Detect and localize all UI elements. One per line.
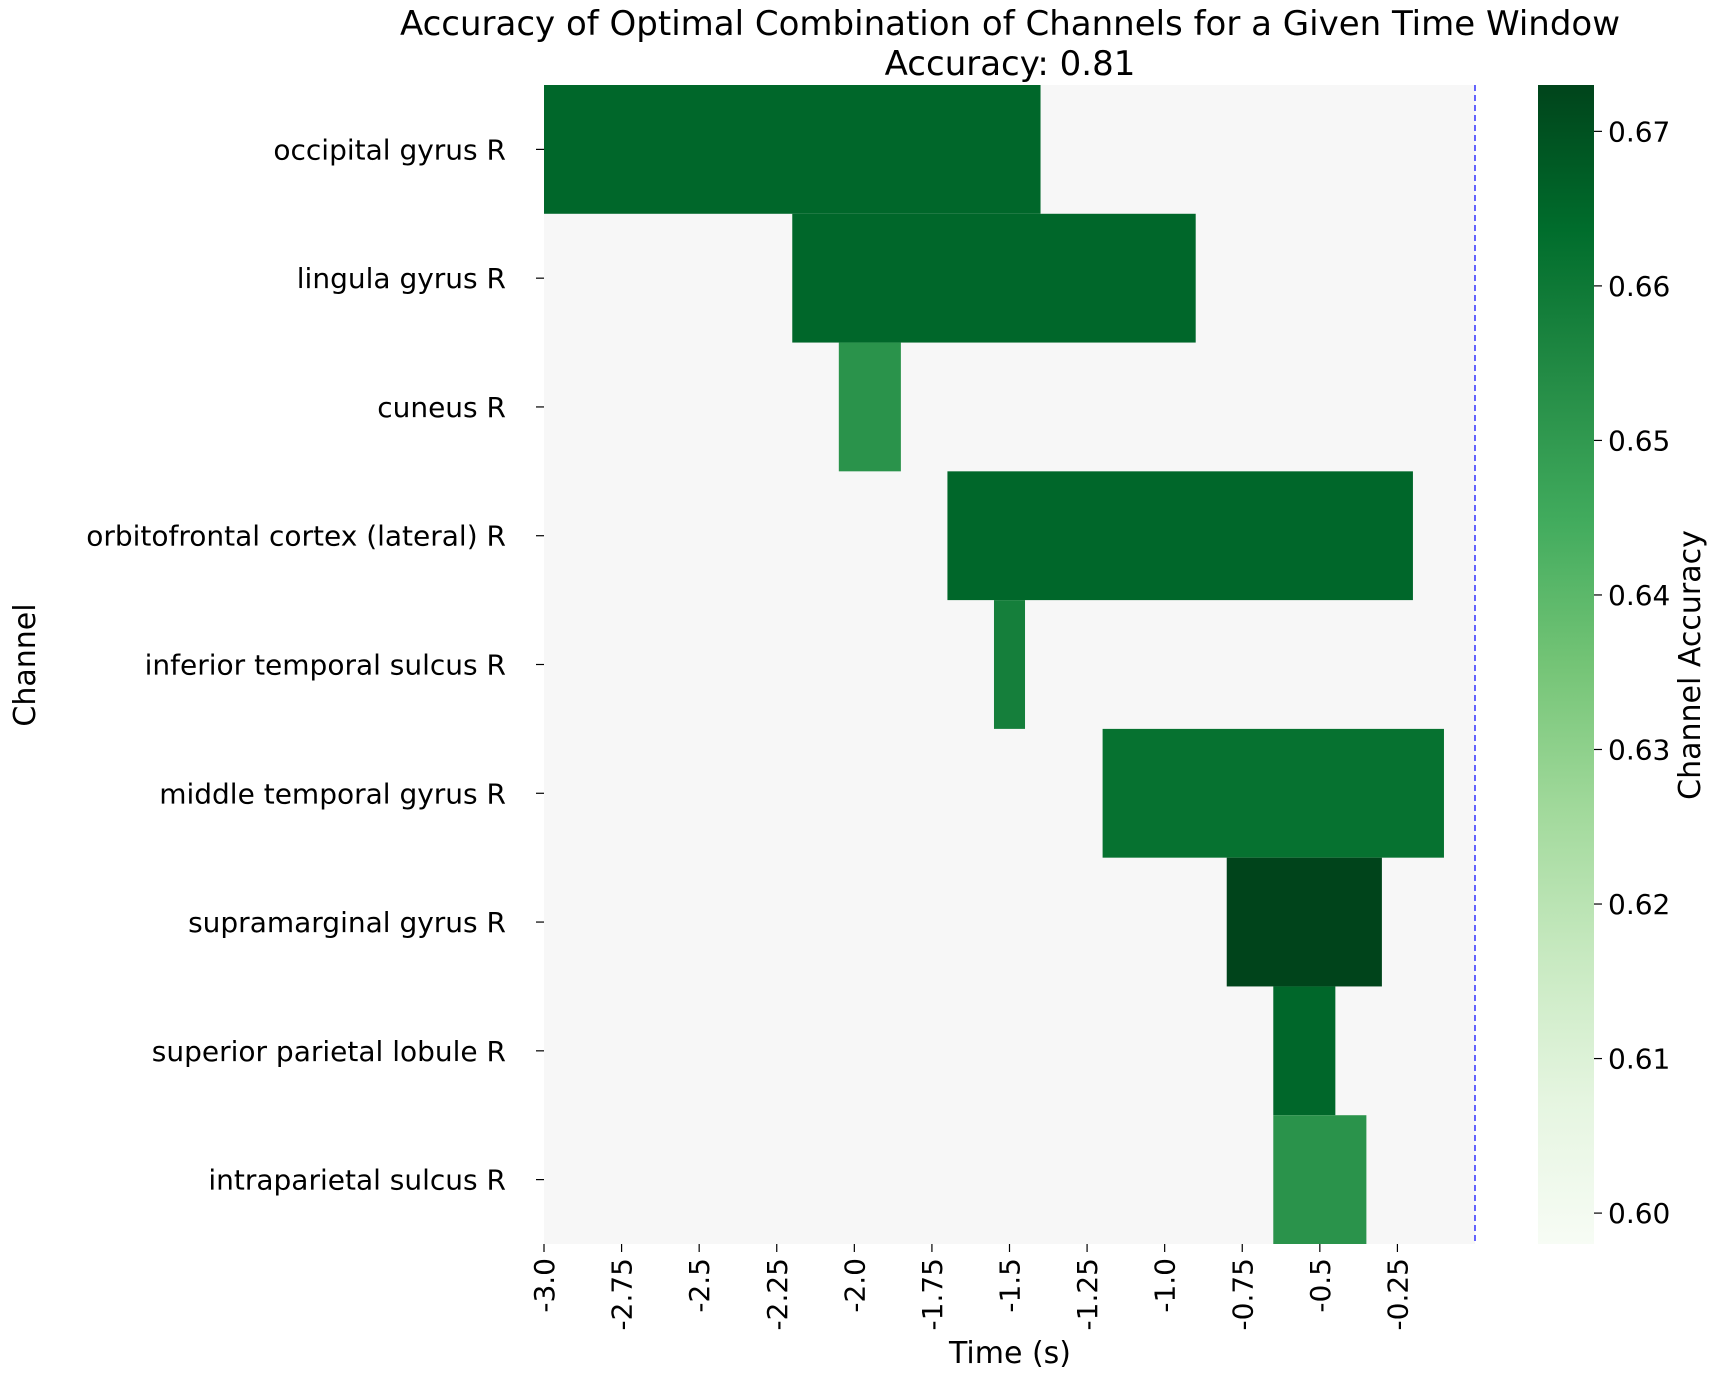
x-tick-label: -2.5 [683, 1258, 716, 1313]
x-tick-label: -1.0 [1149, 1258, 1182, 1313]
colorbar-ticks: 0.60 0.61 0.62 0.63 0.64 0.65 0.66 0.67 [1594, 115, 1670, 1230]
y-tick-label: superior parietal lobule R [152, 1035, 506, 1068]
colorbar-tick-label: 0.62 [1608, 888, 1670, 921]
colorbar-label: Channel Accuracy [1673, 530, 1708, 800]
colorbar-tick-label: 0.63 [1608, 733, 1670, 766]
x-tick-label: -3.0 [528, 1258, 561, 1313]
heatmap-cells [544, 85, 1444, 1244]
heatmap-cell [993, 600, 1026, 729]
x-tick-label: -0.5 [1304, 1258, 1337, 1313]
colorbar-tick-label: 0.60 [1608, 1197, 1670, 1230]
y-tick-label: occipital gyrus R [273, 133, 506, 166]
x-axis-ticks: -3.0 -2.75 -2.5 -2.25 -2.0 -1.75 -1.5 -1.25 -1.0… [528, 1244, 1414, 1330]
y-tick-label: middle temporal gyrus R [159, 777, 506, 810]
x-tick-label: -0.25 [1381, 1258, 1414, 1330]
x-tick-label: -0.75 [1226, 1258, 1259, 1330]
x-axis-label: Time (s) [948, 1336, 1071, 1371]
heatmap-cell [947, 471, 1413, 601]
heatmap-cell [792, 213, 1196, 343]
x-tick-label: -1.5 [994, 1258, 1027, 1313]
chart-title: Accuracy of Optimal Combination of Chann… [400, 4, 1620, 44]
y-tick-label: supramarginal gyrus R [188, 906, 506, 939]
heatmap-cell [1102, 728, 1444, 858]
y-tick-label: intraparietal sulcus R [208, 1164, 506, 1197]
colorbar [1538, 85, 1594, 1244]
colorbar-tick-label: 0.61 [1608, 1043, 1670, 1076]
heatmap-cell [1226, 857, 1382, 987]
colorbar-tick-label: 0.66 [1608, 270, 1670, 303]
x-tick-label: -1.75 [916, 1258, 949, 1330]
y-tick-label: inferior temporal sulcus R [145, 649, 506, 682]
y-axis-label: Channel [8, 603, 43, 726]
heatmap-cell [544, 85, 1041, 214]
x-tick-label: -2.25 [761, 1258, 794, 1330]
y-tick-label: orbitofrontal cortex (lateral) R [86, 520, 506, 553]
colorbar-tick-label: 0.65 [1608, 424, 1670, 457]
y-axis-ticks: occipital gyrus R lingula gyrus R cuneus R… [86, 133, 544, 1197]
x-tick-label: -2.0 [838, 1258, 871, 1313]
chart-subtitle: Accuracy: 0.81 [885, 44, 1136, 84]
y-tick-label: cuneus R [377, 391, 506, 424]
heatmap-cell [1273, 1115, 1367, 1244]
y-tick-label: lingula gyrus R [297, 262, 506, 295]
heatmap-cell [1273, 986, 1336, 1116]
x-tick-label: -2.75 [606, 1258, 639, 1330]
colorbar-tick-label: 0.67 [1608, 115, 1670, 148]
heatmap-cell [838, 342, 901, 472]
x-tick-label: -1.25 [1071, 1258, 1104, 1330]
colorbar-tick-label: 0.64 [1608, 579, 1670, 612]
